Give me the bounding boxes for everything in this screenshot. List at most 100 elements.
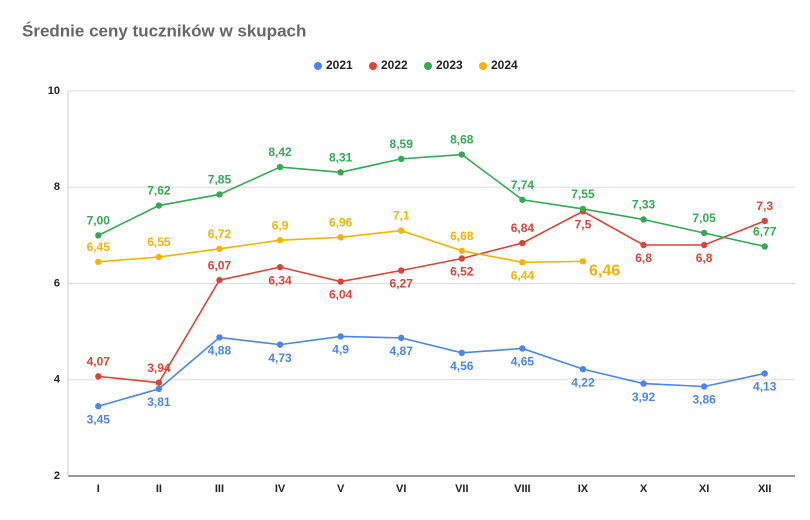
data-point	[398, 155, 405, 163]
data-point	[640, 380, 647, 387]
data-label: 6,07	[208, 258, 232, 272]
data-point	[579, 365, 587, 373]
data-point	[700, 229, 708, 237]
data-label: 6,72	[208, 227, 232, 241]
data-label: 7,05	[692, 211, 716, 225]
legend-label: 2023	[436, 58, 463, 72]
data-label: 4,73	[268, 351, 292, 365]
y-tick-label: 6	[54, 277, 60, 289]
data-label: 4,22	[571, 375, 595, 389]
data-label: 6,77	[753, 225, 777, 239]
data-label: 6,45	[87, 240, 111, 254]
data-point	[216, 245, 223, 253]
x-tick-label: VI	[396, 483, 406, 495]
data-label: 6,46	[589, 263, 620, 280]
data-label: 6,27	[390, 277, 414, 291]
data-point	[640, 241, 647, 249]
data-label: 7,33	[632, 198, 656, 212]
data-point	[398, 334, 405, 342]
data-point	[155, 253, 163, 261]
y-tick-label: 8	[54, 181, 60, 193]
data-label: 6,52	[450, 265, 474, 279]
data-label: 3,45	[87, 412, 111, 426]
data-point	[458, 349, 465, 356]
data-label: 6,55	[147, 235, 171, 249]
legend-label: 2021	[326, 58, 353, 72]
data-label: 7,1	[393, 209, 410, 223]
x-tick-label: IX	[578, 483, 589, 495]
data-label: 6,04	[329, 288, 353, 302]
data-label: 4,13	[753, 380, 777, 394]
data-point	[276, 341, 284, 348]
data-point	[579, 205, 587, 213]
data-point	[761, 243, 768, 250]
data-point	[216, 276, 223, 284]
data-label: 3,81	[147, 395, 171, 409]
data-point	[216, 191, 223, 198]
data-point	[337, 234, 344, 241]
data-point	[276, 163, 284, 171]
data-label: 8,68	[450, 133, 474, 147]
data-point	[95, 373, 102, 380]
data-label: 6,44	[511, 268, 535, 282]
data-label: 4,65	[511, 355, 535, 369]
data-point	[519, 259, 526, 266]
data-point	[398, 227, 405, 234]
x-tick-label: VII	[455, 483, 468, 495]
data-label: 4,9	[332, 343, 349, 357]
data-point	[155, 202, 163, 209]
data-point	[337, 169, 344, 176]
data-point	[276, 236, 284, 244]
data-point	[700, 383, 708, 390]
legend-marker	[369, 62, 377, 70]
x-tick-label: VIII	[514, 483, 531, 495]
y-tick-label: 2	[54, 470, 60, 482]
data-label: 3,86	[692, 393, 716, 407]
data-label: 8,42	[268, 145, 292, 159]
data-point	[640, 216, 647, 223]
data-label: 6,34	[268, 273, 292, 287]
data-label: 7,74	[511, 178, 535, 192]
data-label: 4,87	[390, 344, 414, 358]
legend-marker	[314, 62, 322, 70]
data-label: 6,68	[450, 229, 474, 243]
chart-title: Średnie ceny tuczników w skupach	[22, 21, 306, 40]
series-line	[98, 210, 766, 384]
legend-label: 2022	[381, 58, 408, 72]
data-label: 4,88	[208, 344, 232, 358]
legend-label: 2024	[491, 58, 518, 72]
data-point	[155, 379, 163, 386]
data-label: 8,59	[390, 137, 414, 151]
data-label: 6,9	[272, 218, 289, 232]
data-label: 7,62	[147, 184, 171, 198]
data-label: 4,07	[87, 355, 111, 369]
x-tick-label: V	[337, 483, 345, 495]
data-point	[700, 241, 708, 249]
data-label: 7,3	[756, 199, 773, 213]
x-tick-label: II	[156, 483, 162, 495]
legend-marker	[424, 62, 432, 70]
data-point	[458, 247, 465, 254]
data-point	[519, 345, 526, 352]
data-point	[337, 333, 344, 340]
data-point	[216, 334, 223, 341]
x-tick-label: I	[97, 483, 100, 495]
data-point	[761, 370, 768, 377]
data-point	[761, 217, 768, 225]
y-tick-label: 4	[54, 374, 61, 386]
data-point	[519, 196, 526, 203]
x-tick-label: IV	[275, 483, 286, 495]
data-label: 4,56	[450, 359, 474, 373]
data-point	[519, 239, 526, 247]
data-point	[95, 258, 102, 266]
data-label: 7,55	[571, 187, 595, 201]
data-point	[458, 151, 465, 158]
data-label: 3,92	[632, 390, 656, 404]
x-tick-label: X	[640, 483, 648, 495]
data-label: 7,00	[87, 214, 111, 228]
x-tick-label: III	[215, 483, 224, 495]
data-point	[155, 385, 163, 393]
data-label: 7,5	[575, 217, 592, 231]
data-point	[579, 258, 587, 265]
